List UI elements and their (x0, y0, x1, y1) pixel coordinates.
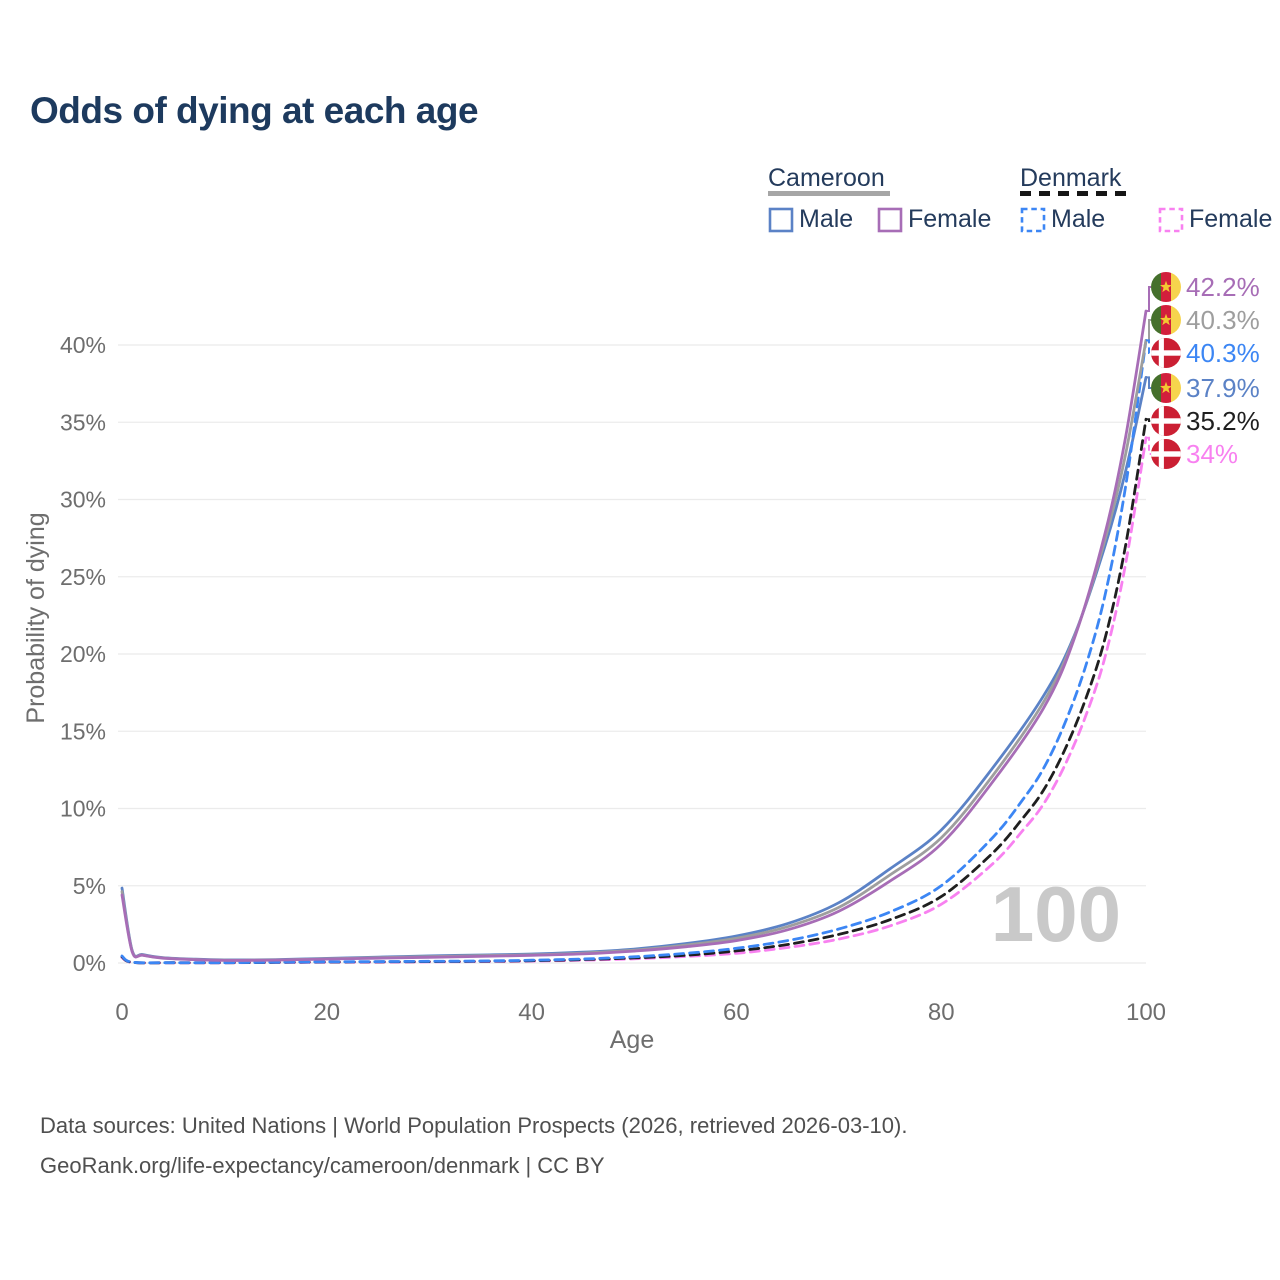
flag-cameroon-icon (1151, 305, 1181, 335)
y-tick-label: 30% (60, 487, 106, 513)
legend-swatch-icon (1020, 207, 1046, 232)
legend-item-label: Female (1189, 205, 1273, 233)
flag-denmark-icon (1151, 338, 1181, 368)
legend-swatch-icon (877, 207, 903, 232)
x-tick-label: 40 (518, 999, 545, 1026)
x-tick-label: 20 (313, 999, 340, 1026)
page-title: Odds of dying at each age (30, 90, 479, 131)
y-tick-label: 10% (60, 796, 106, 822)
flag-cameroon-icon (1151, 373, 1181, 403)
legend-underline-solid (768, 191, 890, 196)
legend-group-title-cameroon: Cameroon (768, 164, 885, 192)
line-denmark-male (120, 339, 1148, 965)
leader-cameroon-female (1146, 286, 1151, 312)
x-tick-label: 60 (723, 999, 750, 1026)
end-label-denmark-both: 35.2% (1186, 406, 1260, 436)
flag-denmark-icon (1151, 439, 1181, 469)
age-watermark: 100 (991, 870, 1121, 958)
leader-denmark-female (1146, 436, 1151, 455)
y-tick-label: 25% (60, 564, 106, 590)
x-tick-label: 100 (1126, 999, 1166, 1026)
legend-item-label: Male (1051, 205, 1106, 233)
y-axis-title: Probability of dying (22, 512, 50, 723)
end-label-cameroon-male: 37.9% (1186, 373, 1260, 403)
legend-item-label: Female (908, 205, 992, 233)
legend-item-denmark-female[interactable]: Female (1158, 205, 1272, 234)
leader-cameroon-both (1146, 319, 1151, 342)
x-axis-title: Age (610, 1026, 654, 1054)
line-cameroon-female (120, 309, 1148, 962)
leader-denmark-male (1146, 339, 1151, 354)
footer: Data sources: United Nations | World Pop… (40, 1106, 907, 1186)
legend-item-denmark-male[interactable]: Male (1020, 205, 1105, 234)
end-label-denmark-male: 40.3% (1186, 338, 1260, 368)
flag-denmark-icon (1151, 406, 1181, 436)
y-tick-label: 40% (60, 332, 106, 358)
legend-swatch-icon (768, 207, 794, 232)
end-label-denmark-female: 34% (1186, 439, 1238, 469)
y-tick-label: 15% (60, 718, 106, 744)
legend-item-label: Male (799, 205, 854, 233)
flag-cameroon-icon (1151, 272, 1181, 302)
y-tick-label: 20% (60, 641, 106, 667)
line-cameroon-both (120, 339, 1148, 962)
footer-attribution: GeoRank.org/life-expectancy/cameroon/den… (40, 1153, 605, 1178)
legend-item-cameroon-female[interactable]: Female (877, 205, 991, 234)
end-label-cameroon-both: 40.3% (1186, 305, 1260, 335)
x-tick-label: 80 (928, 999, 955, 1026)
legend-group-title-denmark: Denmark (1020, 164, 1122, 192)
y-tick-label: 0% (73, 950, 106, 976)
x-tick-label: 0 (115, 999, 128, 1026)
end-label-cameroon-female: 42.2% (1186, 272, 1260, 302)
y-tick-label: 35% (60, 409, 106, 435)
leader-cameroon-male (1146, 376, 1151, 389)
legend-swatch-icon (1158, 207, 1184, 232)
leader-denmark-both (1146, 418, 1151, 422)
legend-item-cameroon-male[interactable]: Male (768, 205, 853, 234)
odds-of-dying-chart: 0% 5% 10% 15% 20% 25% 30% 35% 40% 0 20 40 60 80 100 Age… (22, 272, 1260, 1054)
legend-underline-dashed (1020, 191, 1130, 196)
footer-data-sources: Data sources: United Nations | World Pop… (40, 1113, 908, 1138)
y-tick-label: 5% (73, 873, 106, 899)
